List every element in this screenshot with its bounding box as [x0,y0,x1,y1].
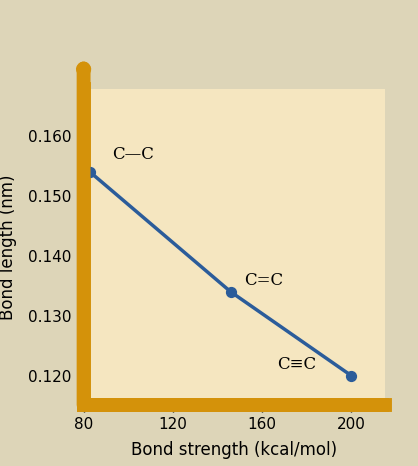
X-axis label: Bond strength (kcal/mol): Bond strength (kcal/mol) [131,440,337,459]
Point [348,372,354,379]
Point [227,288,234,295]
Text: C—C: C—C [112,146,155,163]
Point [87,169,94,176]
Y-axis label: Bond length (nm): Bond length (nm) [0,174,17,320]
Text: C=C: C=C [244,272,283,289]
Text: C≡C: C≡C [278,356,317,372]
